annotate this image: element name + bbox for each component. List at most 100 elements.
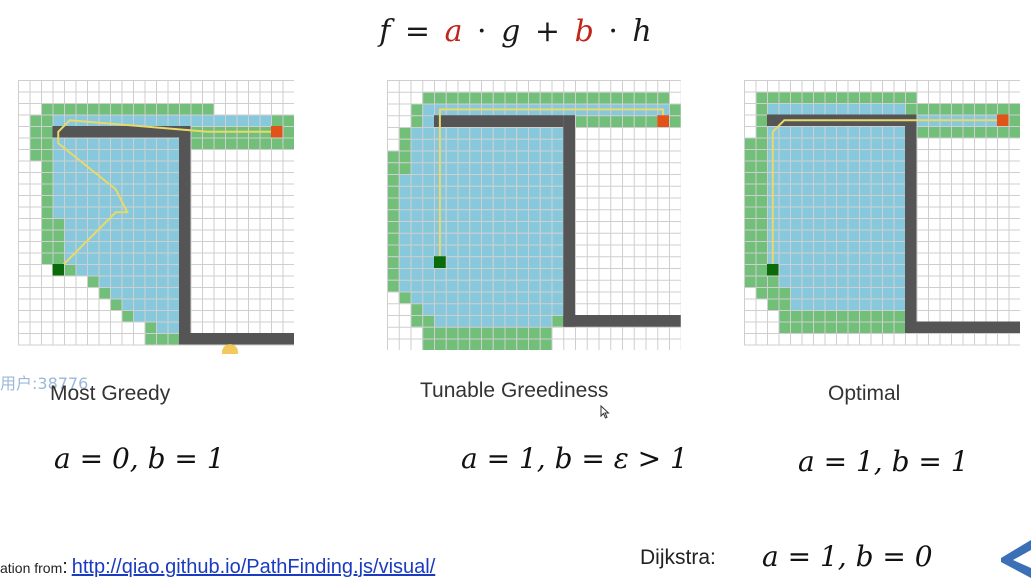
- formula-f: f: [379, 14, 391, 49]
- grid-tunable-greediness: [387, 80, 681, 350]
- closed-cell: [121, 195, 133, 207]
- closed-cell: [481, 315, 493, 327]
- closed-cell: [481, 185, 493, 198]
- closed-cell: [516, 209, 528, 221]
- open-cell: [410, 103, 423, 116]
- closed-cell: [457, 291, 470, 304]
- closed-cell: [469, 162, 481, 174]
- closed-cell: [516, 232, 528, 245]
- closed-cell: [516, 127, 528, 139]
- closed-cell: [516, 138, 528, 151]
- closed-cell: [528, 256, 540, 268]
- closed-cell: [504, 127, 517, 139]
- closed-cell: [110, 137, 122, 149]
- closed-cell: [539, 174, 552, 186]
- closed-cell: [167, 137, 179, 149]
- closed-cell: [434, 279, 446, 292]
- closed-cell: [824, 218, 836, 230]
- closed-cell: [398, 244, 411, 257]
- open-cell: [398, 127, 411, 139]
- closed-cell: [98, 206, 110, 218]
- closed-cell: [156, 206, 168, 218]
- closed-cell: [778, 172, 790, 184]
- closed-cell: [859, 229, 871, 241]
- source-link[interactable]: http://qiao.github.io/PathFinding.js/vis…: [71, 556, 436, 578]
- open-cell: [202, 137, 214, 149]
- open-cell: [41, 160, 53, 172]
- open-cell: [213, 137, 225, 149]
- closed-cell: [121, 298, 133, 310]
- closed-cell: [813, 206, 825, 218]
- open-cell: [598, 91, 611, 104]
- closed-cell: [539, 127, 552, 139]
- closed-cell: [492, 291, 505, 304]
- closed-cell: [836, 183, 848, 195]
- closed-cell: [847, 275, 859, 287]
- closed-cell: [813, 275, 825, 287]
- closed-cell: [52, 114, 64, 126]
- closed-cell: [790, 137, 802, 149]
- closed-cell: [422, 232, 434, 245]
- closed-cell: [469, 174, 481, 186]
- closed-cell: [121, 241, 133, 253]
- closed-cell: [87, 114, 99, 126]
- open-cell: [778, 310, 790, 322]
- open-cell: [790, 321, 802, 333]
- closed-cell: [824, 264, 836, 276]
- closed-cell: [410, 209, 423, 221]
- open-cell: [985, 126, 997, 138]
- closed-cell: [882, 298, 894, 310]
- open-cell: [144, 333, 156, 345]
- closed-cell: [98, 160, 110, 172]
- closed-cell: [836, 229, 848, 241]
- open-cell: [481, 326, 493, 339]
- closed-cell: [87, 218, 99, 230]
- open-cell: [767, 275, 779, 287]
- open-cell: [744, 252, 756, 264]
- closed-cell: [410, 221, 423, 233]
- closed-cell: [64, 137, 76, 149]
- closed-cell: [156, 298, 168, 310]
- closed-cell: [859, 103, 871, 115]
- closed-cell: [422, 150, 434, 163]
- open-cell: [387, 162, 399, 174]
- closed-cell: [824, 137, 836, 149]
- open-cell: [755, 137, 767, 149]
- closed-cell: [801, 103, 813, 115]
- closed-cell: [790, 195, 802, 207]
- closed-cell: [457, 221, 470, 233]
- closed-cell: [469, 279, 481, 292]
- closed-cell: [859, 149, 871, 161]
- closed-cell: [236, 114, 248, 126]
- closed-cell: [481, 244, 493, 257]
- closed-cell: [893, 206, 905, 218]
- closed-cell: [847, 160, 859, 172]
- open-cell: [41, 183, 53, 195]
- closed-cell: [813, 149, 825, 161]
- closed-cell: [882, 229, 894, 241]
- grid-canvas: [744, 80, 1020, 346]
- closed-cell: [410, 279, 423, 292]
- closed-cell: [870, 275, 882, 287]
- closed-cell: [144, 287, 156, 299]
- closed-cell: [410, 162, 423, 174]
- closed-cell: [859, 264, 871, 276]
- closed-cell: [870, 183, 882, 195]
- open-cell: [539, 326, 552, 339]
- closed-cell: [528, 268, 540, 280]
- open-cell: [974, 126, 986, 138]
- open-cell: [410, 115, 423, 127]
- closed-cell: [528, 174, 540, 186]
- open-cell: [52, 252, 64, 264]
- closed-cell: [121, 172, 133, 184]
- closed-cell: [167, 172, 179, 184]
- closed-cell: [445, 185, 458, 198]
- closed-cell: [893, 160, 905, 172]
- open-cell: [551, 315, 564, 327]
- closed-cell: [445, 244, 458, 257]
- closed-cell: [110, 241, 122, 253]
- open-cell: [847, 321, 859, 333]
- closed-cell: [121, 252, 133, 264]
- closed-cell: [790, 229, 802, 241]
- closed-cell: [528, 138, 540, 151]
